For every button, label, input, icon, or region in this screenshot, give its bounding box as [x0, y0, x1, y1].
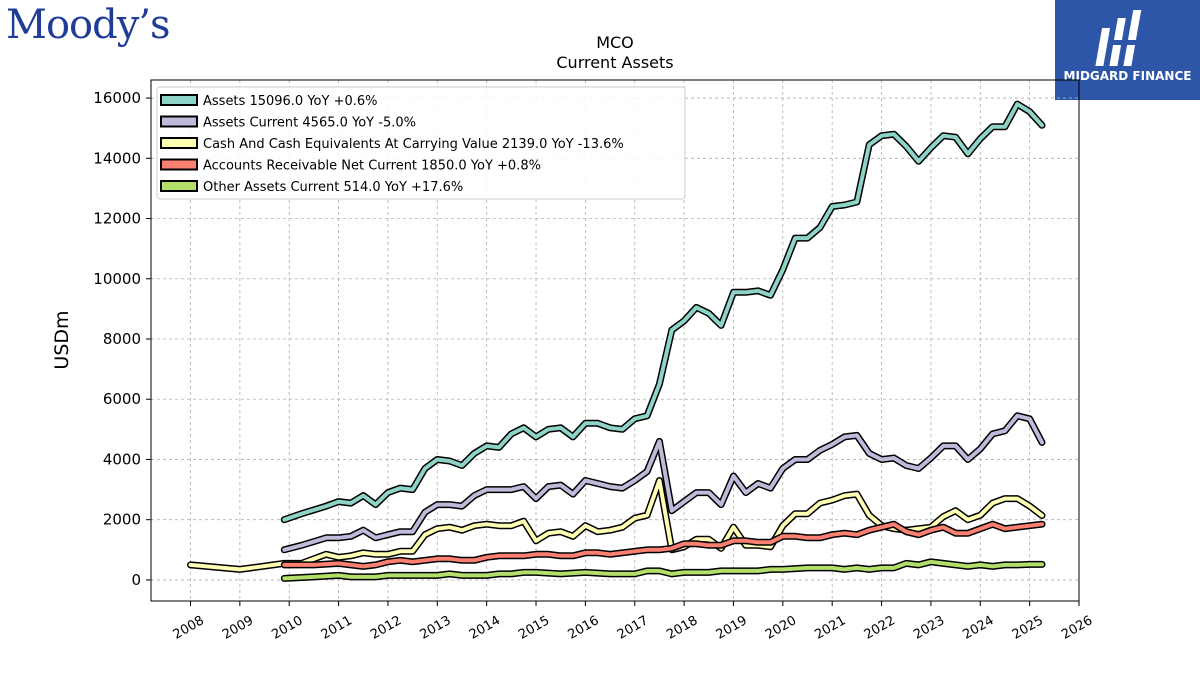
x-tick-label: 2021 [812, 613, 848, 643]
series-line-2 [188, 478, 1044, 572]
legend-swatch-3 [160, 158, 198, 171]
legend-swatch-1 [160, 115, 198, 128]
x-axis: 2008 2009 2010 2011 2012 2013 2014 2015 2016 2017… [171, 601, 1095, 643]
y-tick-label: 8000 [103, 330, 141, 348]
x-tick-label: 2026 [1059, 613, 1095, 643]
x-tick-label: 2024 [960, 613, 996, 643]
legend-swatch-0 [160, 94, 198, 106]
midgard-emblem-icon [1095, 10, 1145, 66]
series-line-4 [282, 559, 1044, 581]
x-tick-label: 2018 [664, 613, 700, 643]
y-tick-label: 4000 [103, 450, 141, 468]
y-tick-label: 0 [131, 571, 141, 589]
x-tick-label: 2017 [615, 613, 651, 643]
chart-subtitle: Current Assets [556, 53, 673, 72]
x-tick-label: 2009 [220, 613, 256, 643]
legend-entry-4: Other Assets Current 514.0 YoY +17.6% [203, 180, 463, 195]
legend-entry-3: Accounts Receivable Net Current 1850.0 Y… [203, 159, 541, 174]
legend-box [156, 86, 686, 200]
legend-swatch-2 [160, 137, 198, 149]
x-tick-label: 2010 [269, 613, 305, 643]
x-tick-label: 2011 [319, 613, 355, 643]
series-layer [187, 100, 1046, 582]
x-tick-label: 2012 [368, 613, 404, 643]
axes-frame [150, 79, 1080, 602]
y-tick-label: 16000 [93, 89, 141, 107]
legend-entry-0: Assets 15096.0 YoY +0.6% [203, 94, 378, 109]
y-tick-label: 14000 [93, 149, 141, 167]
legend-entry-2: Cash And Cash Equivalents At Carrying Va… [203, 137, 624, 152]
chart-title: MCO [596, 33, 634, 52]
x-tick-label: 2014 [467, 613, 503, 643]
x-tick-label: 2013 [417, 613, 453, 643]
x-tick-label: 2019 [714, 613, 750, 643]
series-line-1 [282, 413, 1044, 552]
x-tick-label: 2025 [1010, 613, 1046, 643]
y-tick-label: 10000 [93, 270, 141, 288]
x-tick-label: 2020 [763, 613, 799, 643]
series-line-3 [282, 522, 1044, 569]
y-tick-label: 12000 [93, 210, 141, 228]
legend: Assets 15096.0 YoY +0.6% Assets Current 4… [156, 86, 686, 200]
legend-swatch-4 [160, 180, 198, 192]
x-tick-label: 2022 [862, 613, 898, 643]
x-tick-label: 2008 [171, 613, 207, 643]
x-tick-label: 2015 [516, 613, 552, 643]
x-tick-label: 2016 [566, 613, 602, 643]
x-tick-label: 2023 [911, 613, 947, 643]
y-tick-label: 2000 [103, 511, 141, 529]
y-tick-label: 6000 [103, 390, 141, 408]
midgard-finance-label: MIDGARD FINANCE [1063, 69, 1192, 83]
legend-entry-1: Assets Current 4565.0 YoY -5.0% [203, 116, 416, 131]
series-line-0 [282, 102, 1044, 522]
moodys-logo: Moody’s [6, 2, 171, 48]
y-axis-label: USDm [51, 310, 73, 369]
y-axis: 0 2000 4000 6000 8000 10000 12000 14000 16000 [93, 89, 151, 589]
